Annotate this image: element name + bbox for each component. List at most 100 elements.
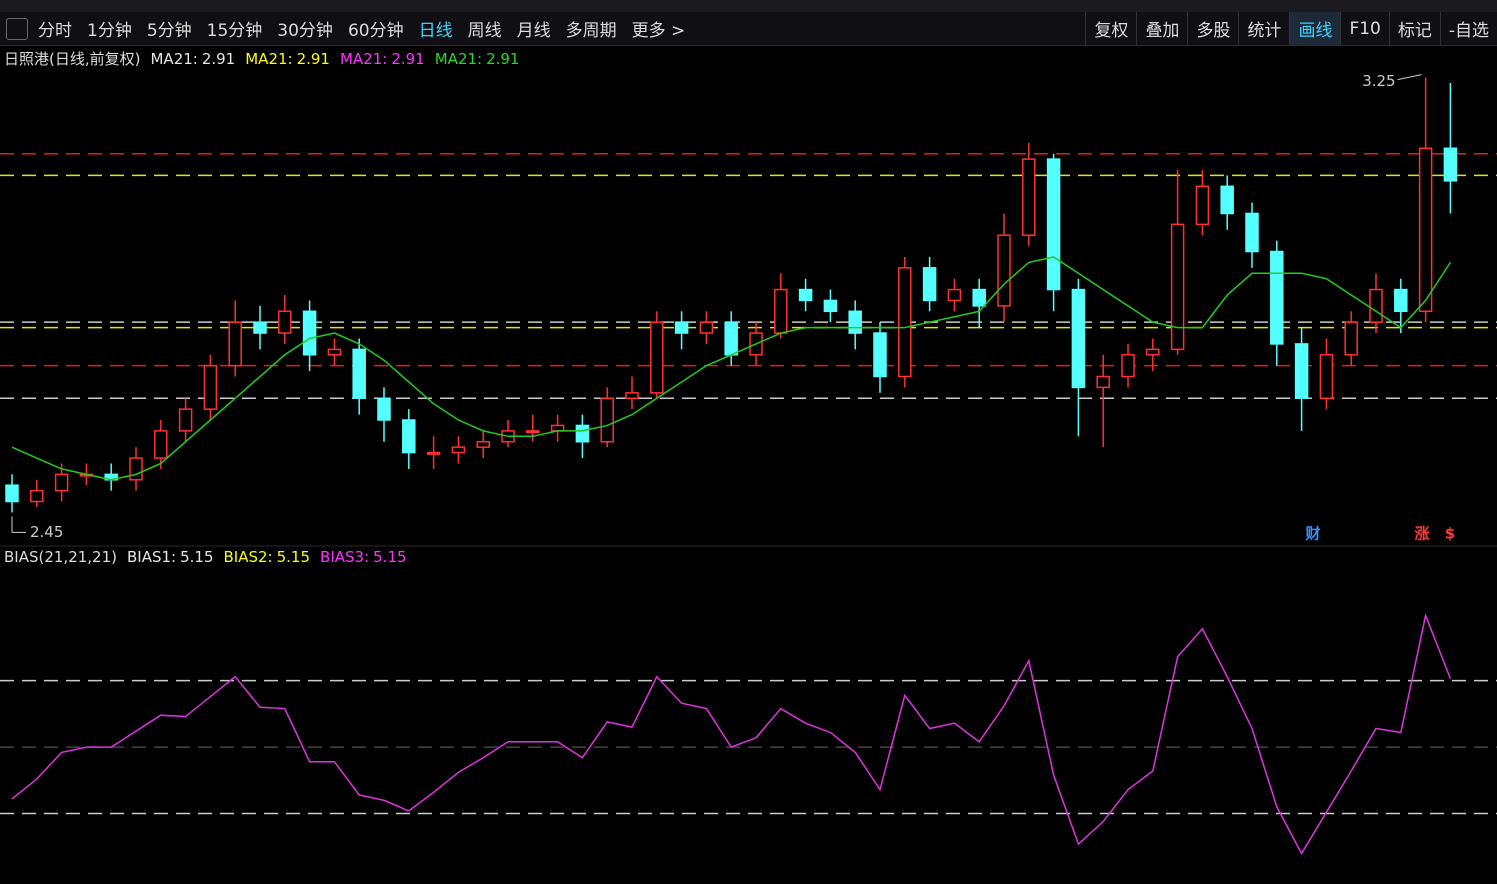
candle-body [997, 234, 1011, 307]
candle-body [402, 419, 416, 454]
candle-body [476, 440, 490, 448]
tool-button[interactable]: 画线 [1289, 12, 1341, 45]
candle-body [278, 310, 292, 334]
candle-body [1022, 158, 1036, 236]
period-tab[interactable]: 30分钟 [277, 21, 333, 41]
legend-label: MA21: [245, 50, 293, 68]
legend-value: 5.15 [373, 548, 407, 566]
tool-button[interactable]: 叠加 [1136, 12, 1187, 45]
candle-body [54, 473, 69, 492]
ma-line [11, 256, 1452, 481]
tool-button[interactable]: 多股 [1187, 12, 1238, 45]
period-tab[interactable]: 60分钟 [347, 21, 404, 41]
legend-label: BIAS2: [223, 548, 273, 566]
candle-body [1369, 288, 1383, 323]
candle-body [178, 408, 193, 432]
period-tab[interactable]: 分时 [38, 21, 72, 41]
price-header: 日照港(日线,前复权) MA21: 2.91 MA21: 2.91 MA21: 2.91 MA… [4, 48, 529, 69]
legend-value: 2.91 [201, 50, 236, 68]
candle-body [650, 321, 664, 394]
toolbar: 分时 1分钟 5分钟 15分钟 30分钟 60分钟 日线 周线 月线 多周期 更多 > 复权 叠加 多股… [0, 12, 1497, 46]
tool-button[interactable]: -自选 [1439, 12, 1497, 45]
candle-body [327, 348, 342, 356]
candle-body [1294, 343, 1309, 400]
legend-value: 5.15 [180, 548, 214, 566]
tool-buttons: 复权 叠加 多股 统计 画线 F10 标记 -自选 [1085, 12, 1497, 45]
candle-body [203, 364, 218, 410]
candle-body [1121, 354, 1135, 378]
candle-body [774, 288, 788, 334]
candle-body [848, 310, 862, 334]
tool-button[interactable]: 统计 [1238, 12, 1289, 45]
event-badge: 涨 [1414, 525, 1429, 543]
bias-line [11, 612, 1452, 855]
candle-body [823, 299, 838, 313]
period-tab[interactable]: 周线 [467, 21, 502, 41]
high-arrow [1397, 74, 1422, 81]
candle-body [129, 457, 143, 481]
candle-body [1319, 354, 1334, 400]
sidebar-toggle[interactable] [6, 17, 28, 40]
tool-button[interactable]: 复权 [1085, 12, 1136, 45]
candle-body [228, 321, 242, 367]
period-tab[interactable]: 更多 > [631, 21, 686, 41]
event-badge: 财 [1305, 525, 1320, 543]
bias-header: BIAS(21,21,21) BIAS1: 5.15 BIAS2: 5.15 BIAS3:… [4, 548, 417, 566]
candle-body [1146, 348, 1160, 356]
candle-body [625, 392, 639, 400]
indicator-title: 日照港(日线,前复权) [4, 50, 141, 68]
candle-body [1394, 288, 1408, 313]
legend-value: 2.91 [486, 50, 520, 68]
legend-label: BIAS1: [127, 548, 177, 566]
period-tab[interactable]: 日线 [418, 21, 453, 41]
candle-body [1046, 158, 1061, 291]
candle-body [377, 397, 391, 421]
candle-body [154, 430, 168, 459]
tool-button[interactable]: 标记 [1388, 12, 1440, 45]
candle-body [699, 321, 714, 334]
indicator-title: BIAS(21,21,21) [4, 548, 117, 566]
period-tab[interactable]: 5分钟 [146, 21, 192, 41]
candle-body [550, 424, 565, 432]
candle-body [1195, 185, 1210, 226]
candle-body [972, 288, 986, 307]
candle-body [526, 430, 540, 434]
candle-body [253, 321, 267, 334]
candle-body [1344, 321, 1358, 356]
candle-body [600, 397, 614, 443]
candle-body [451, 446, 466, 454]
candle-body [5, 484, 19, 503]
legend-label: MA21: [339, 50, 388, 68]
candle-body [1170, 223, 1185, 351]
period-tab[interactable]: 1分钟 [87, 21, 132, 41]
candle-body [30, 489, 44, 503]
legend-value: 2.91 [296, 50, 330, 68]
title-strip [0, 0, 1497, 12]
period-tab[interactable]: 多周期 [565, 21, 617, 41]
low-annotation: 2.45 [30, 523, 63, 541]
candle-body [922, 267, 937, 302]
candle-body [724, 321, 738, 356]
legend-value: 2.91 [391, 50, 425, 68]
candle-body [1096, 375, 1110, 389]
candle-body [1270, 250, 1284, 345]
candle-body [674, 321, 689, 334]
legend-label: BIAS3: [320, 548, 370, 566]
period-tab[interactable]: 15分钟 [206, 21, 263, 41]
candle-body [352, 348, 366, 400]
tool-button[interactable]: F10 [1340, 12, 1388, 45]
high-annotation: 3.25 [1362, 72, 1395, 90]
legend-label: MA21: [150, 50, 198, 68]
candle-body [1245, 212, 1259, 253]
period-tabs: 分时 1分钟 5分钟 15分钟 30分钟 60分钟 日线 周线 月线 多周期 更多 > [38, 16, 700, 41]
period-tab[interactable]: 月线 [516, 21, 551, 41]
legend-value: 5.15 [276, 548, 311, 566]
candle-body [947, 288, 962, 302]
candle-body [898, 267, 912, 378]
candle-body [1418, 147, 1433, 313]
legend-label: MA21: [434, 50, 483, 68]
candle-body [1220, 185, 1234, 215]
candle-body [426, 451, 441, 455]
candle-body [1071, 288, 1086, 389]
